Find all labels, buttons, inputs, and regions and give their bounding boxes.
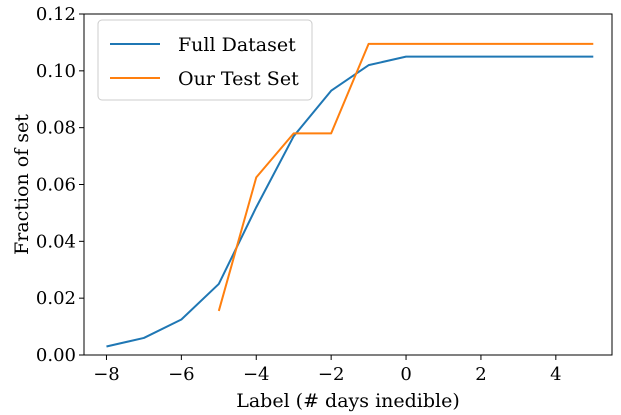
x-tick-label: 4 [550, 364, 561, 385]
series-line-full-dataset [106, 55, 594, 348]
legend-box [97, 19, 313, 101]
y-tick-label: 0.00 [36, 345, 76, 366]
x-tick-label: −8 [93, 364, 120, 385]
series-line-our-test-set [217, 42, 594, 312]
x-tick-label: −2 [318, 364, 345, 385]
x-tick-label: 0 [400, 364, 411, 385]
x-axis-ticks: −8 −6 −4 −2 0 2 4 [93, 355, 562, 385]
y-tick-label: 0.04 [36, 231, 76, 252]
x-tick-label: −6 [168, 364, 195, 385]
x-axis-label: Label (# days inedible) [236, 390, 460, 412]
y-tick-label: 0.06 [36, 175, 76, 196]
legend-label-our-test-set: Our Test Set [178, 68, 299, 90]
legend: Full Dataset Our Test Set [97, 19, 313, 101]
y-tick-label: 0.08 [36, 118, 76, 139]
x-tick-label: −4 [243, 364, 270, 385]
y-tick-label: 0.10 [36, 61, 76, 82]
plot-area [106, 42, 594, 348]
legend-label-full-dataset: Full Dataset [178, 34, 296, 56]
y-axis-label: Fraction of set [11, 114, 33, 255]
y-tick-label: 0.12 [36, 4, 76, 25]
x-tick-label: 2 [475, 364, 486, 385]
y-tick-label: 0.02 [36, 288, 76, 309]
y-axis-ticks: 0.00 0.02 0.04 0.06 0.08 0.10 0.12 [36, 4, 84, 366]
